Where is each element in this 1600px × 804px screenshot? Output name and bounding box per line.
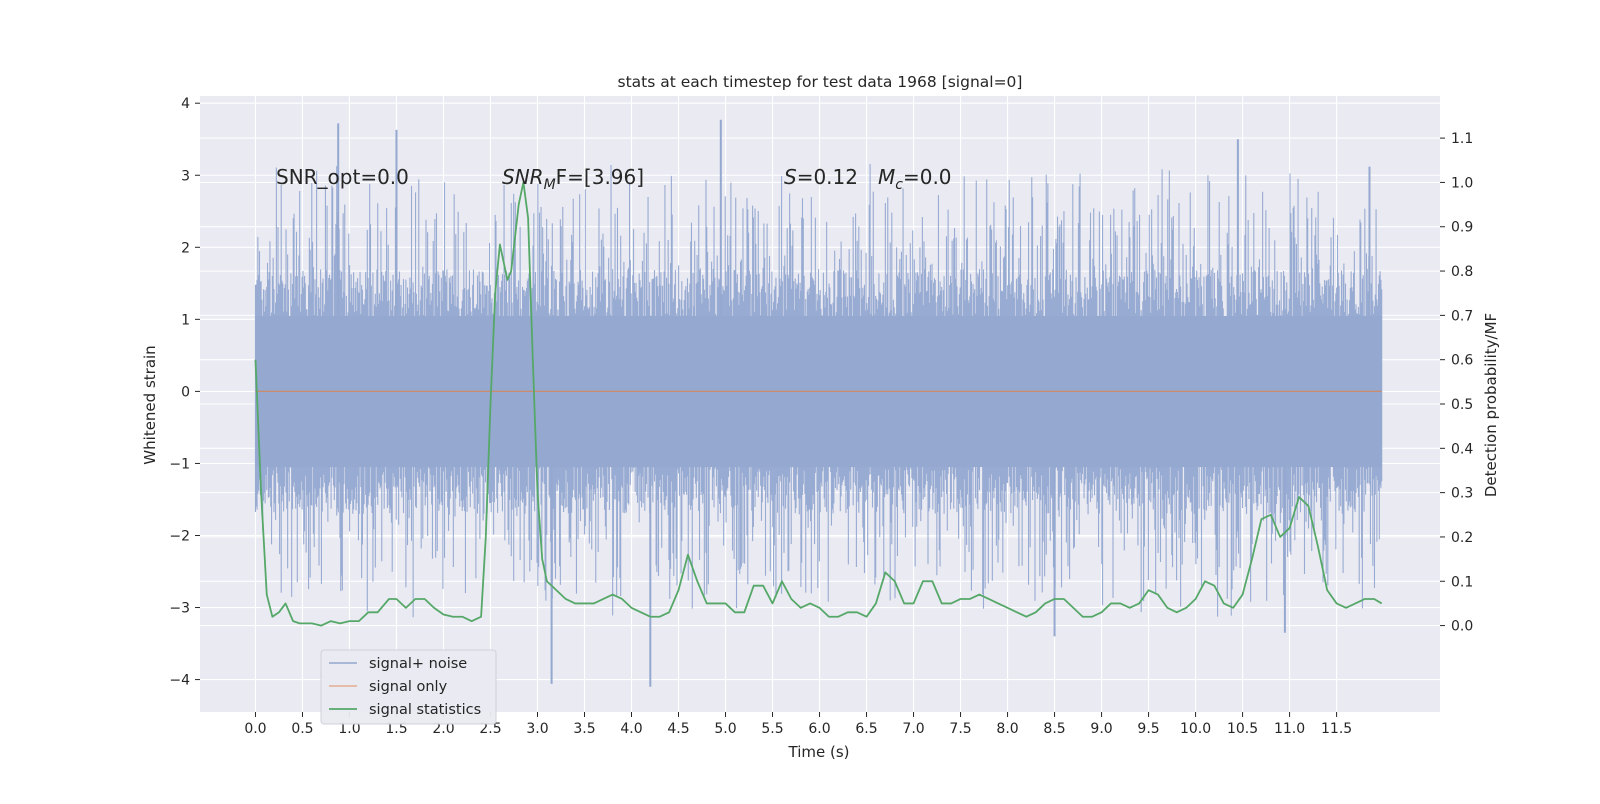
x-tick-label: 5.5 [761,721,783,737]
line-layer [254,181,1383,627]
x-tick-label: 0.5 [291,721,313,737]
legend-label-signal-only: signal only [369,679,448,695]
x-tick-label: 4.5 [667,721,689,737]
legend-box [320,649,497,725]
x-tick-label: 9.0 [1090,721,1112,737]
y2-tick-label: 0.1 [1451,574,1473,590]
y-tick-label: 3 [181,168,190,184]
x-axis-label: Time (s) [788,743,850,761]
x-tick-label: 11.0 [1274,721,1305,737]
y2-tick-label: 0.0 [1451,619,1473,635]
x-tick-label: 2.5 [479,721,501,737]
y2-tick-label: 1.0 [1451,175,1473,191]
y-axis-label: Whitened strain [141,345,159,464]
annotation-mc: Mc=0.0 [878,165,952,193]
chart-title: stats at each timestep for test data 196… [618,73,1023,91]
annotation-snr-opt: SNR_opt=0.0 [276,165,409,189]
x-tick-label: 6.0 [808,721,830,737]
y2-tick-label: 0.8 [1451,264,1473,280]
x-tick-label: 8.0 [996,721,1018,737]
x-tick-label: 3.0 [526,721,548,737]
y2-tick-label: 0.4 [1451,441,1473,457]
y2-tick-label: 0.9 [1451,220,1473,236]
x-tick-label: 6.5 [855,721,877,737]
y2-tick-label: 0.7 [1451,308,1473,324]
y2-tick-label: 0.5 [1451,397,1473,413]
y-tick-label: −2 [169,528,190,544]
x-tick-label: 4.0 [620,721,642,737]
x-tick-label: 3.5 [573,721,595,737]
y2-tick-label: 0.6 [1451,353,1473,369]
x-tick-label: 7.0 [902,721,924,737]
annotation-s: S=0.12 [784,165,858,189]
x-tick-label: 1.0 [338,721,360,737]
x-tick-label: 1.5 [385,721,407,737]
signal-statistics-line [254,181,1383,627]
annotation-snr-mf: SNRMF=[3.96] [502,165,644,193]
y-tick-label: 4 [181,96,190,112]
legend-label-signal-plus-noise: signal+ noise [369,656,467,672]
legend: signal+ noise signal only signal statist… [320,649,497,725]
y-tick-label: 0 [181,384,190,400]
x-tick-label: 9.5 [1137,721,1159,737]
y-tick-label: 1 [181,312,190,328]
x-tick-label: 10.0 [1180,721,1211,737]
y2-axis-label: Detection probability/MF [1482,313,1500,497]
x-tick-label: 7.5 [949,721,971,737]
x-tick-label: 10.5 [1227,721,1258,737]
x-tick-label: 8.5 [1043,721,1065,737]
y2-tick-label: 1.1 [1451,131,1473,147]
tick-labels: 0.0 0.5 1.0 1.5 2.0 2.5 3.0 3.5 4.0 4.5 5.0 5.5 6.0 6… [169,96,1473,737]
y-tick-label: −3 [169,601,190,617]
legend-label-signal-statistics: signal statistics [369,702,481,718]
y2-tick-label: 0.3 [1451,486,1473,502]
y2-tick-label: 0.2 [1451,530,1473,546]
x-tick-label: 5.0 [714,721,736,737]
x-tick-label: 0.0 [244,721,266,737]
y-tick-label: −1 [169,456,190,472]
x-tick-label: 2.0 [432,721,454,737]
y-tick-label: −4 [169,673,190,689]
y-tick-label: 2 [181,240,190,256]
x-tick-label: 11.5 [1321,721,1352,737]
